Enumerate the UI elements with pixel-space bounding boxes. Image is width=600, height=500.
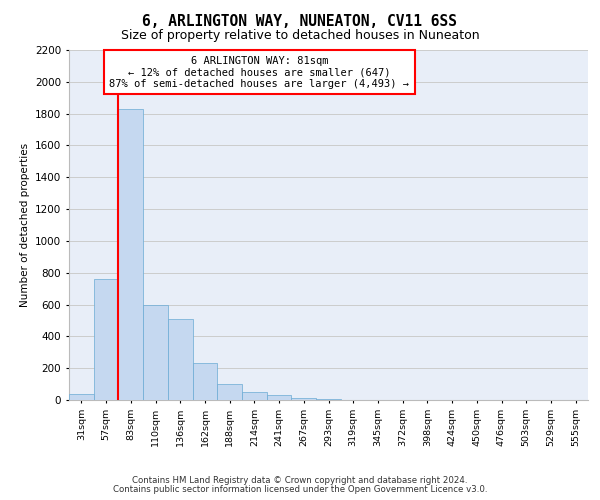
Text: 6, ARLINGTON WAY, NUNEATON, CV11 6SS: 6, ARLINGTON WAY, NUNEATON, CV11 6SS	[143, 14, 458, 29]
Bar	[242, 392, 267, 400]
Bar	[69, 394, 94, 400]
Bar	[143, 304, 168, 400]
Bar	[193, 364, 217, 400]
Bar	[118, 109, 143, 400]
Bar	[316, 399, 341, 400]
Y-axis label: Number of detached properties: Number of detached properties	[20, 143, 29, 307]
Text: 6 ARLINGTON WAY: 81sqm
← 12% of detached houses are smaller (647)
87% of semi-de: 6 ARLINGTON WAY: 81sqm ← 12% of detached…	[109, 56, 409, 89]
Bar	[217, 384, 242, 400]
Bar	[168, 319, 193, 400]
Text: Contains public sector information licensed under the Open Government Licence v3: Contains public sector information licen…	[113, 484, 487, 494]
Bar	[267, 395, 292, 400]
Bar	[292, 398, 316, 400]
Bar	[94, 279, 118, 400]
Text: Size of property relative to detached houses in Nuneaton: Size of property relative to detached ho…	[121, 29, 479, 42]
Text: Contains HM Land Registry data © Crown copyright and database right 2024.: Contains HM Land Registry data © Crown c…	[132, 476, 468, 485]
